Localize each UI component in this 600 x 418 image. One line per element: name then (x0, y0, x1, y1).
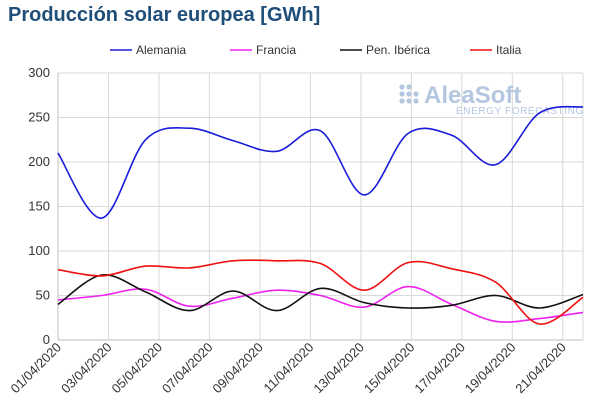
legend-label: Alemania (136, 43, 186, 57)
x-tick-label: 19/04/2020 (462, 340, 519, 397)
x-tick-label: 01/04/2020 (7, 340, 64, 397)
series-line-pen-iberica (57, 274, 584, 312)
x-tick-label: 09/04/2020 (209, 340, 266, 397)
logo-dot (399, 84, 405, 90)
logo-dot (406, 84, 412, 90)
logo-text: AleaSoft (424, 82, 521, 109)
x-tick-label: 03/04/2020 (58, 340, 115, 397)
y-tick-label: 150 (28, 199, 50, 214)
chart-title: Producción solar europea [GWh] (8, 4, 321, 26)
y-tick-label: 250 (28, 110, 50, 125)
series-line-francia (57, 285, 584, 323)
x-tick-label: 07/04/2020 (159, 340, 216, 397)
legend-label: Francia (256, 43, 296, 57)
legend: Alemania Francia Pen. Ibérica Italia (110, 43, 522, 57)
aleasoft-logo: AleaSoft ENERGY FORECASTING (399, 82, 583, 117)
gridlines (57, 72, 584, 341)
logo-dot (399, 91, 405, 97)
logo-dot (413, 91, 419, 97)
logo-dot (399, 98, 405, 104)
x-tick-label: 05/04/2020 (108, 340, 165, 397)
logo-dot (406, 98, 412, 104)
x-tick-label: 11/04/2020 (261, 340, 317, 396)
x-tick-label: 17/04/2020 (411, 340, 468, 397)
y-tick-label: 200 (28, 154, 50, 169)
logo-dots-icon (399, 84, 419, 104)
legend-label: Italia (496, 43, 522, 57)
series-lines (57, 105, 584, 325)
logo-dot (413, 98, 419, 104)
logo-subtext: ENERGY FORECASTING (456, 106, 584, 117)
x-tick-label: 21/04/2020 (512, 340, 569, 397)
logo-dot (406, 91, 412, 97)
x-tick-label: 13/04/2020 (310, 340, 367, 397)
x-tick-label: 15/04/2020 (361, 340, 418, 397)
legend-label: Pen. Ibérica (366, 43, 430, 57)
y-tick-label: 50 (36, 288, 50, 303)
series-line-italia (57, 259, 584, 325)
y-tick-label: 100 (28, 243, 50, 258)
series-line-alemania (57, 105, 584, 219)
y-tick-label: 0 (43, 332, 50, 347)
y-tick-label: 300 (28, 65, 50, 80)
